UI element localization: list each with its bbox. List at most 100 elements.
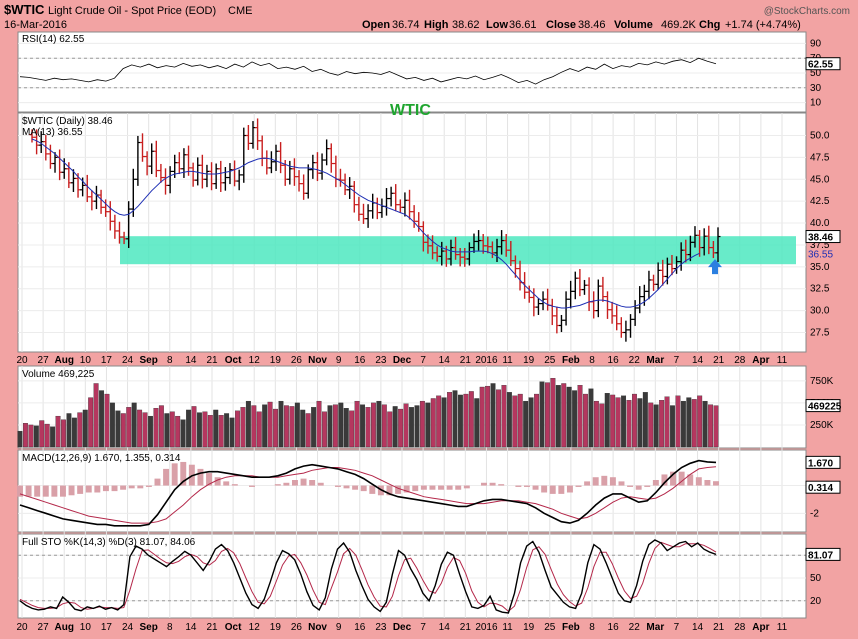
x-tick-label: 19 — [270, 355, 282, 366]
y-tick-label: -2 — [810, 508, 819, 519]
volume-bar — [713, 405, 719, 448]
macd-histogram-bar — [360, 485, 367, 492]
volume-bar — [539, 381, 545, 448]
volume-bar — [88, 397, 94, 448]
macd-histogram-bar — [618, 481, 625, 486]
y-tick-label: 27.5 — [810, 327, 830, 338]
volume-bar — [659, 400, 665, 448]
x-tick-label: 21 — [460, 622, 472, 633]
macd-histogram-bar — [317, 482, 324, 486]
volume-bar — [637, 398, 643, 448]
volume-label: Volume — [614, 19, 653, 31]
macd-histogram-bar — [85, 485, 92, 493]
x-tick-label: 10 — [80, 622, 92, 633]
macd-histogram-bar — [51, 485, 58, 497]
price-group: 50.0 47.5 45.0 42.5 40.0 37.5 35.0 32.5 30.0 27.5… — [18, 118, 841, 342]
macd-histogram-bar — [644, 485, 651, 487]
volume-bar — [164, 413, 170, 448]
macd-histogram-bar — [334, 485, 341, 487]
volume-bar — [653, 404, 659, 448]
volume-bar — [196, 412, 202, 448]
x-axis-bottom: 20 27 Aug 10 17 24 Sep 8 14 21 Oct 12 19 26 Nov 9 16 23 De… — [16, 622, 787, 633]
macd-histogram-bar — [274, 484, 281, 486]
high-value: 38.62 — [452, 19, 480, 31]
x-tick-label: 16 — [354, 622, 366, 633]
volume-bar — [305, 413, 311, 448]
x-tick-label: 19 — [523, 355, 535, 366]
volume-bar — [534, 393, 540, 448]
x-tick-label: 23 — [375, 355, 387, 366]
volume-bar — [642, 392, 648, 448]
x-tick-label: Oct — [225, 355, 242, 366]
macd-histogram-bar — [145, 485, 152, 487]
x-tick-label: 16 — [608, 622, 620, 633]
macd-histogram-bar — [438, 485, 445, 490]
volume-bar — [566, 386, 572, 448]
volume-bar — [370, 402, 376, 448]
x-tick-label: Sep — [139, 622, 157, 633]
volume-bar — [561, 383, 567, 448]
volume-bar — [577, 385, 583, 448]
volume-bar — [479, 386, 485, 448]
x-tick-label: 12 — [249, 355, 261, 366]
up-arrow-icon — [708, 259, 722, 275]
macd-histogram-bar — [163, 468, 170, 486]
volume-bar — [66, 413, 72, 448]
macd-histogram-bar — [687, 474, 694, 486]
volume-bar — [506, 392, 512, 448]
volume-bar — [33, 425, 39, 448]
x-tick-label: Apr — [752, 355, 769, 366]
x-tick-label: 21 — [713, 355, 725, 366]
volume-bar — [104, 393, 110, 448]
volume-bar — [452, 390, 458, 448]
x-tick-label: 26 — [291, 622, 303, 633]
y-tick-label: 10 — [810, 98, 822, 109]
volume-bar — [398, 408, 404, 448]
x-tick-label: 14 — [692, 355, 704, 366]
volume-bar — [71, 417, 77, 448]
macd-histogram-bar — [283, 482, 290, 486]
x-tick-label: Aug — [54, 622, 73, 633]
volume-bar — [626, 400, 632, 448]
volume-bar — [311, 407, 317, 448]
ma-line — [31, 138, 700, 309]
volume-bar — [322, 411, 327, 448]
x-tick-label: 23 — [375, 622, 387, 633]
date-label: 16-Mar-2016 — [4, 19, 67, 31]
macd-histogram-bar — [489, 482, 496, 486]
macd-histogram-bar — [369, 485, 376, 494]
volume-bar — [583, 393, 588, 448]
y-tick-label: 50 — [810, 68, 822, 79]
x-tick-label: 7 — [674, 355, 680, 366]
volume-bar — [457, 394, 463, 448]
volume-bar — [588, 388, 594, 448]
macd-title: MACD(12,26,9) 1.670, 1.355, 0.314 — [22, 453, 181, 464]
macd-histogram-bar — [549, 485, 556, 494]
x-tick-label: 21 — [206, 622, 218, 633]
chg-value: +1.74 (+4.74%) — [725, 19, 801, 31]
x-tick-label: 9 — [336, 355, 342, 366]
x-tick-label: Sep — [139, 355, 157, 366]
y-tick-label: 50 — [810, 573, 822, 584]
macd-histogram-bar — [352, 485, 359, 490]
x-tick-label: 27 — [38, 355, 50, 366]
macd-histogram-bar — [403, 485, 410, 493]
macd-histogram-bar — [249, 485, 255, 487]
volume-bar — [436, 395, 442, 448]
x-tick-label: 8 — [167, 355, 173, 366]
volume-bar — [294, 402, 300, 448]
x-tick-label: 21 — [460, 355, 472, 366]
macd-histogram-bar — [481, 482, 487, 486]
open-label: Open — [362, 19, 390, 31]
x-tick-label: 19 — [523, 622, 535, 633]
volume-bar — [708, 404, 714, 448]
volume-bar — [251, 405, 257, 448]
volume-bar — [327, 405, 333, 448]
volume-bar — [550, 378, 556, 448]
x-tick-label: 21 — [713, 622, 725, 633]
volume-bar — [256, 411, 262, 448]
volume-bar — [126, 407, 132, 448]
macd-histogram-bar — [386, 485, 393, 496]
macd-histogram-bar — [214, 477, 221, 486]
y-tick-label: 35.0 — [810, 262, 830, 273]
